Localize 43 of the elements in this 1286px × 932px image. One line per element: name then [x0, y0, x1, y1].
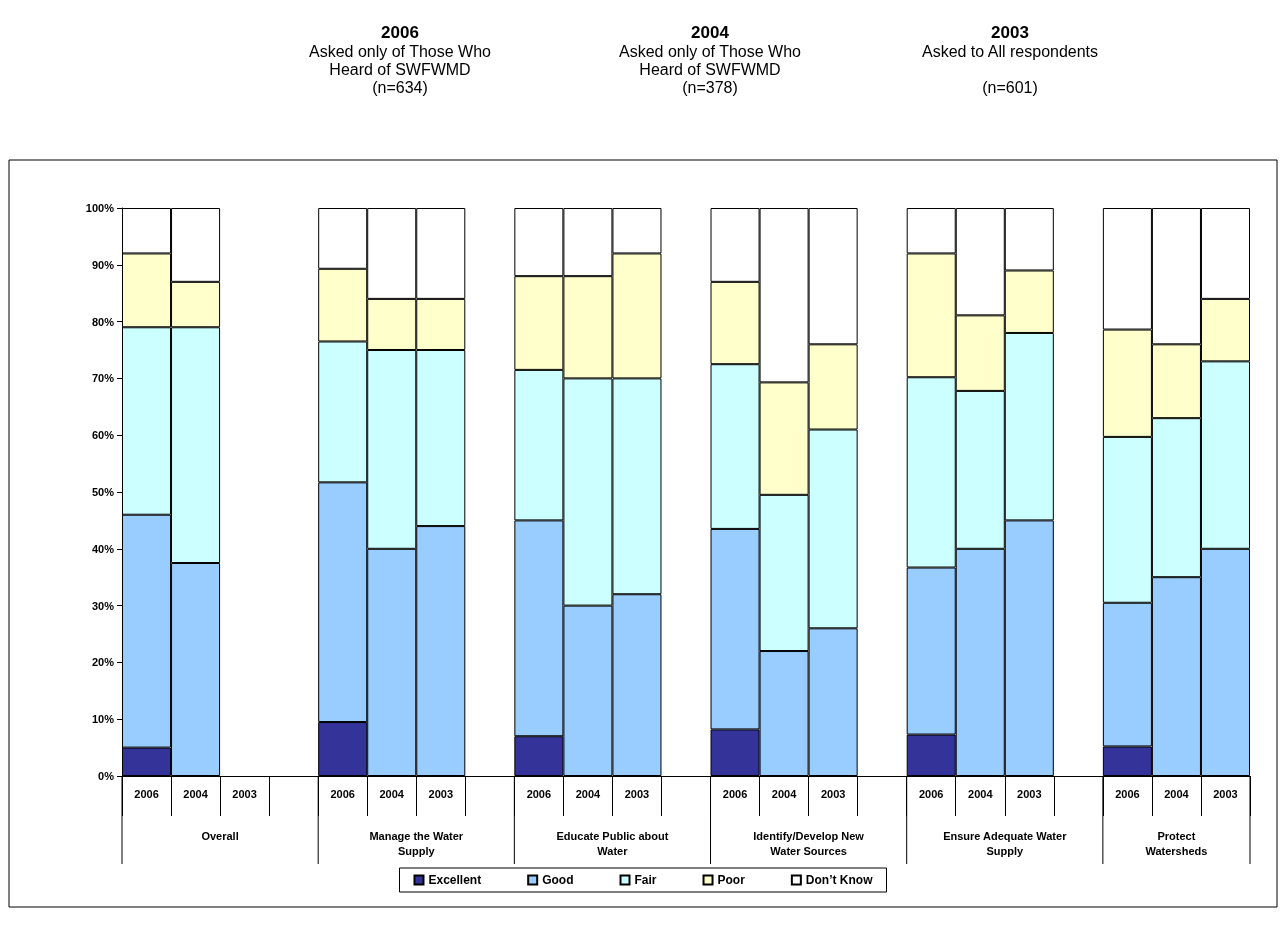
y-tick-label: 0%	[98, 770, 115, 782]
x-tick-label: 2004	[183, 787, 209, 800]
x-tick-label: 2003	[820, 787, 846, 800]
x-tick-label: 2003	[1213, 787, 1238, 800]
x-tick-label: 2004	[379, 787, 405, 800]
y-tick-label: 50%	[91, 486, 115, 498]
x-tick-label: 2006	[330, 787, 355, 800]
x-tick-label: 2003	[232, 787, 257, 800]
y-tick-label: 70%	[91, 372, 115, 385]
x-tick-label: 2003	[1017, 787, 1042, 800]
legend-label: Poor	[717, 873, 746, 887]
legend-label: Good	[542, 873, 574, 887]
y-tick-label: 10%	[91, 713, 115, 726]
x-tick-label: 2004	[1164, 787, 1190, 800]
x-tick-label: 2003	[428, 787, 454, 800]
legend-label: Fair	[634, 873, 657, 887]
text: 2006 Asked only of Those Who Heard of SWFWMD (n=634)	[308, 22, 492, 96]
text: 2004 Asked only of Those Who Heard of SWFWMD (n=378)	[618, 22, 802, 96]
legend-label: Excellent	[428, 873, 482, 887]
y-tick-label: 80%	[91, 315, 115, 328]
x-tick-label: 2006	[134, 787, 159, 800]
x-tick-label: 2003	[624, 787, 650, 800]
x-tick-label: 2004	[575, 787, 602, 800]
x-tick-label: 2006	[918, 787, 944, 800]
x-tick-label: 2006	[526, 787, 552, 800]
x-tick-label: 2004	[771, 787, 798, 800]
x-tick-label: 2004	[968, 787, 994, 800]
x-tick-label: 2006	[722, 787, 748, 800]
text: 2003 Asked to All respondents (n=601)	[921, 22, 1099, 96]
y-tick-label: 40%	[91, 542, 115, 555]
text: Identify/Develop New Water Sources	[753, 829, 865, 857]
text: Overall	[201, 829, 239, 842]
x-tick-label: 2006	[1115, 787, 1140, 800]
text: Ensure Adequate Water Supply	[943, 829, 1068, 857]
y-tick-label: 100%	[85, 202, 115, 214]
legend-label: Don’t Know	[805, 873, 874, 887]
text: Manage the Water Supply	[369, 829, 464, 857]
text: Educate Public about Water	[556, 829, 669, 857]
y-tick-label: 90%	[91, 258, 115, 271]
y-tick-label: 20%	[91, 656, 115, 669]
y-tick-label: 30%	[91, 599, 115, 612]
text: Protect Watersheds	[1145, 829, 1208, 857]
y-tick-label: 60%	[91, 429, 115, 442]
